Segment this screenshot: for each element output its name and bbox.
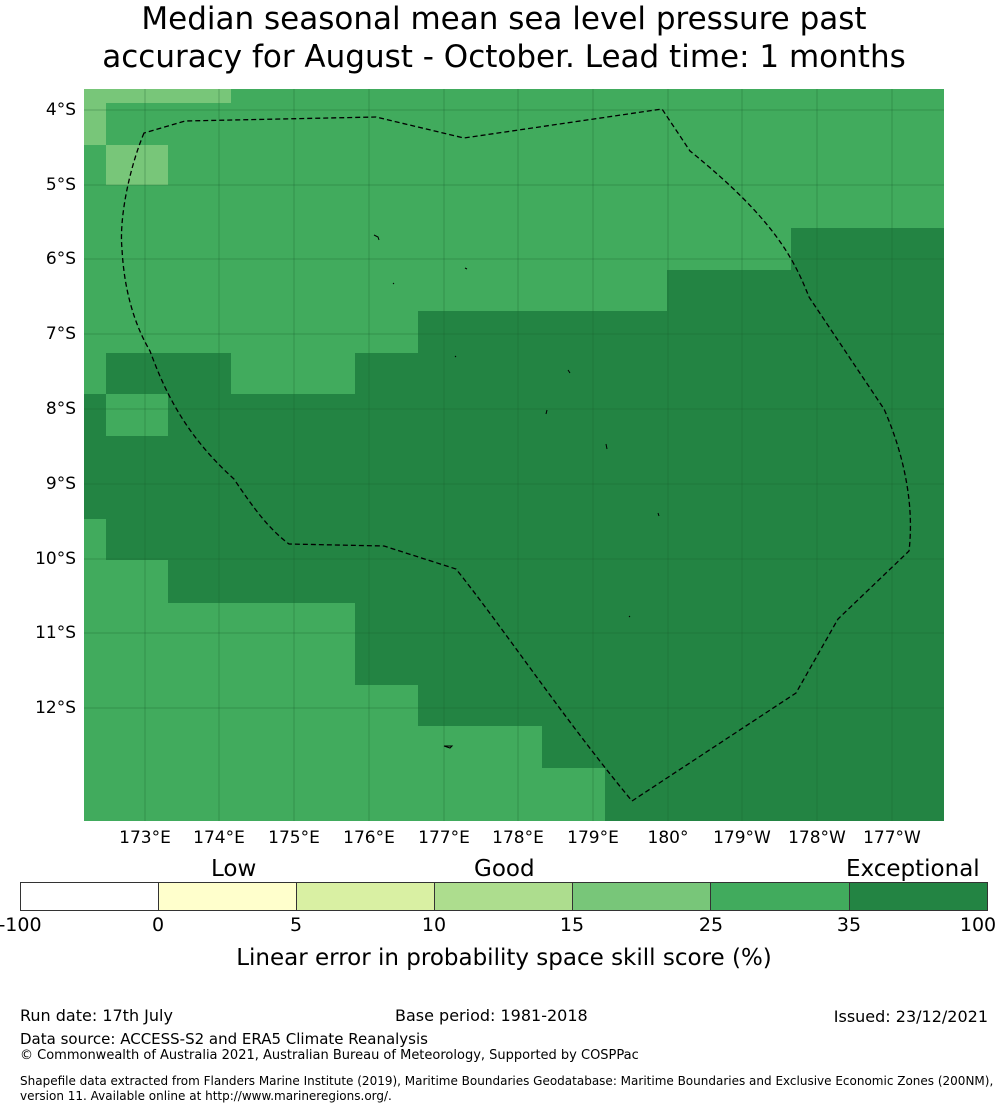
lat-label: 7°S	[45, 324, 76, 344]
colorbar-segment	[435, 883, 573, 910]
lon-label: 178°E	[492, 828, 544, 848]
colorbar-segment	[21, 883, 159, 910]
colorbar-tick: 100	[959, 914, 997, 936]
lon-label: 175°E	[268, 828, 320, 848]
colorbar-tick: 25	[698, 914, 724, 936]
lat-label: 4°S	[45, 100, 76, 120]
lat-label: 10°S	[35, 549, 76, 569]
lat-label: 9°S	[45, 474, 76, 494]
colorbar-tick: 35	[836, 914, 862, 936]
lat-label: 8°S	[45, 399, 76, 419]
lon-label: 173°E	[119, 828, 171, 848]
issued-date: Issued: 23/12/2021	[833, 1007, 988, 1026]
lon-label: 176°E	[343, 828, 395, 848]
island	[567, 369, 571, 374]
cell-15-25	[84, 103, 106, 145]
base-period: Base period: 1981-2018	[395, 1006, 588, 1025]
shapefile-credit-2: version 11. Available online at http://w…	[20, 1089, 392, 1103]
island	[545, 409, 548, 415]
colorbar-segment	[711, 883, 850, 910]
island	[464, 267, 468, 270]
lon-label: 179°E	[567, 828, 619, 848]
category-exceptional: Exceptional	[846, 856, 980, 882]
colorbar-tick: 5	[289, 914, 303, 936]
chart-title: Median seasonal mean sea level pressure …	[0, 0, 1008, 76]
island	[605, 443, 608, 450]
island	[392, 282, 395, 285]
lon-label: 178°W	[788, 828, 846, 848]
lon-label: 174°E	[193, 828, 245, 848]
cell-15-25	[84, 89, 231, 103]
island	[373, 234, 380, 241]
colorbar-tick: 0	[151, 914, 165, 936]
skill-map	[84, 89, 944, 821]
island	[657, 512, 660, 517]
colorbar-segment	[573, 883, 711, 910]
eez-boundary	[120, 108, 912, 802]
data-source: Data source: ACCESS-S2 and ERA5 Climate …	[20, 1030, 428, 1048]
colorbar	[20, 882, 988, 911]
title-line-1: Median seasonal mean sea level pressure …	[141, 1, 867, 37]
lon-label: 179°W	[713, 828, 771, 848]
lat-label: 6°S	[45, 249, 76, 269]
island	[454, 355, 457, 358]
colorbar-tick: 10	[421, 914, 447, 936]
colorbar-segment	[850, 883, 987, 910]
lon-label: 180°	[647, 828, 689, 848]
lon-label: 177°E	[418, 828, 470, 848]
colorbar-tick: 15	[559, 914, 585, 936]
lon-label: 177°W	[863, 828, 921, 848]
lat-label: 11°S	[35, 623, 76, 643]
island	[628, 615, 631, 618]
category-good: Good	[474, 856, 535, 882]
colorbar-segment	[297, 883, 435, 910]
region-35-100	[84, 228, 944, 821]
copyright: © Commonwealth of Australia 2021, Austra…	[20, 1048, 639, 1063]
shapefile-credit-1: Shapefile data extracted from Flanders M…	[20, 1074, 994, 1088]
run-date: Run date: 17th July	[20, 1006, 173, 1025]
colorbar-label: Linear error in probability space skill …	[236, 945, 772, 971]
lat-label: 12°S	[35, 698, 76, 718]
colorbar-tick: -100	[0, 914, 42, 936]
cell-25-35	[106, 394, 168, 436]
island	[443, 745, 454, 749]
title-line-2: accuracy for August - October. Lead time…	[102, 39, 906, 75]
colorbar-segment	[159, 883, 297, 910]
lat-label: 5°S	[45, 175, 76, 195]
category-low: Low	[211, 856, 257, 882]
